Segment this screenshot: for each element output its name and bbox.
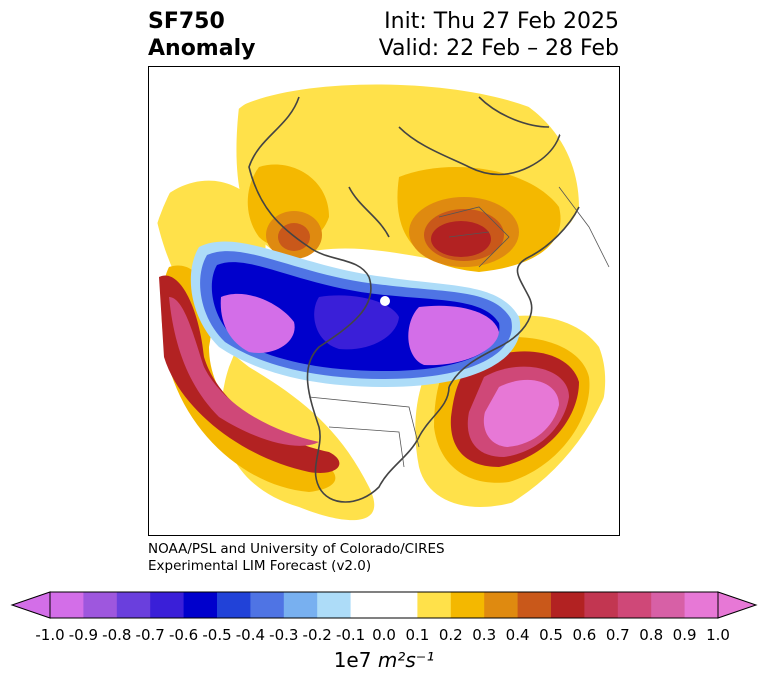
colorbar-bin bbox=[417, 592, 452, 618]
colorbar-tick-label: -0.2 bbox=[302, 626, 332, 644]
colorbar-tick-label: -0.5 bbox=[202, 626, 232, 644]
colorbar-bin bbox=[317, 592, 352, 618]
colorbar-bin bbox=[551, 592, 585, 618]
colorbar-tick-label: -1.0 bbox=[35, 626, 65, 644]
colorbar-tick-label: 1.0 bbox=[706, 626, 730, 644]
colorbar-tick-label: 0.3 bbox=[472, 626, 497, 644]
credit-line-2: Experimental LIM Forecast (v2.0) bbox=[148, 558, 372, 574]
colorbar-bin bbox=[517, 592, 552, 618]
colorbar-tick-label: -0.7 bbox=[135, 626, 165, 644]
colorbar-bin bbox=[283, 592, 318, 618]
colorbar-tick-label: -0.8 bbox=[102, 626, 132, 644]
colorbar-bin bbox=[617, 592, 652, 618]
colorbar-units: 1e7 m²s⁻¹ bbox=[0, 648, 768, 672]
colorbar-bin bbox=[484, 592, 519, 618]
colorbar-bin bbox=[217, 592, 251, 618]
coastlines bbox=[248, 96, 580, 503]
anomaly-title: Anomaly bbox=[148, 36, 256, 61]
colorbar-bin bbox=[684, 592, 719, 618]
colorbar-bin bbox=[651, 592, 686, 618]
colorbar bbox=[10, 591, 758, 619]
colorbar-bin bbox=[116, 592, 151, 618]
colorbar-extend-high bbox=[717, 591, 758, 619]
colorbar-bin bbox=[150, 592, 185, 618]
units-scale: 1e7 bbox=[333, 648, 378, 672]
colorbar-tick-label: 0.8 bbox=[639, 626, 664, 644]
map-panel bbox=[148, 66, 620, 536]
title-right: Init: Thu 27 Feb 2025 Valid: 22 Feb – 28… bbox=[379, 8, 619, 62]
colorbar-tick-label: 0.2 bbox=[438, 626, 463, 644]
colorbar-tick-label: 0.7 bbox=[605, 626, 630, 644]
colorbar-tick-label: 0.0 bbox=[372, 626, 396, 644]
colorbar-tick-label: 0.6 bbox=[572, 626, 597, 644]
title-left: SF750 Anomaly bbox=[148, 8, 255, 62]
negative-anomaly-band bbox=[190, 241, 521, 387]
positive-anomaly-red bbox=[159, 197, 579, 473]
colorbar-tick-label: -0.9 bbox=[68, 626, 99, 644]
anomaly-map bbox=[149, 67, 619, 535]
colorbar-bin bbox=[450, 592, 485, 618]
north-pole-marker bbox=[380, 296, 390, 306]
variable-title: SF750 bbox=[148, 9, 225, 34]
colorbar-tick-label: 0.1 bbox=[405, 626, 430, 644]
colorbar-ticks: -1.0 -0.9 -0.8 -0.7 -0.6 -0.5 -0.4 -0.3 -0.2 -0.1… bbox=[0, 626, 768, 646]
colorbar-bin bbox=[50, 592, 84, 618]
colorbar-bin bbox=[584, 592, 619, 618]
colorbar-bin bbox=[83, 592, 118, 618]
colorbar-bin bbox=[350, 592, 385, 618]
init-date: Init: Thu 27 Feb 2025 bbox=[384, 9, 619, 34]
colorbar-bin bbox=[250, 592, 285, 618]
units-math: m²s⁻¹ bbox=[377, 648, 435, 672]
colorbar-bin bbox=[384, 592, 418, 618]
colorbar-tick-label: -0.6 bbox=[168, 626, 199, 644]
colorbar-tick-label: 0.9 bbox=[672, 626, 697, 644]
colorbar-border bbox=[49, 591, 719, 619]
colorbar-tick-label: 0.5 bbox=[539, 626, 563, 644]
colorbar-bin bbox=[183, 592, 218, 618]
colorbar-extend-low bbox=[10, 591, 51, 619]
borders bbox=[308, 126, 619, 468]
credit: NOAA/PSL and University of Colorado/CIRE… bbox=[148, 541, 445, 575]
colorbar-tick-label: -0.3 bbox=[269, 626, 299, 644]
valid-range: Valid: 22 Feb – 28 Feb bbox=[378, 36, 619, 61]
credit-line-1: NOAA/PSL and University of Colorado/CIRE… bbox=[148, 541, 445, 557]
colorbar-tick-label: -0.1 bbox=[335, 626, 366, 644]
colorbar-tick-label: 0.4 bbox=[505, 626, 530, 644]
colorbar-tick-label: -0.4 bbox=[235, 626, 266, 644]
